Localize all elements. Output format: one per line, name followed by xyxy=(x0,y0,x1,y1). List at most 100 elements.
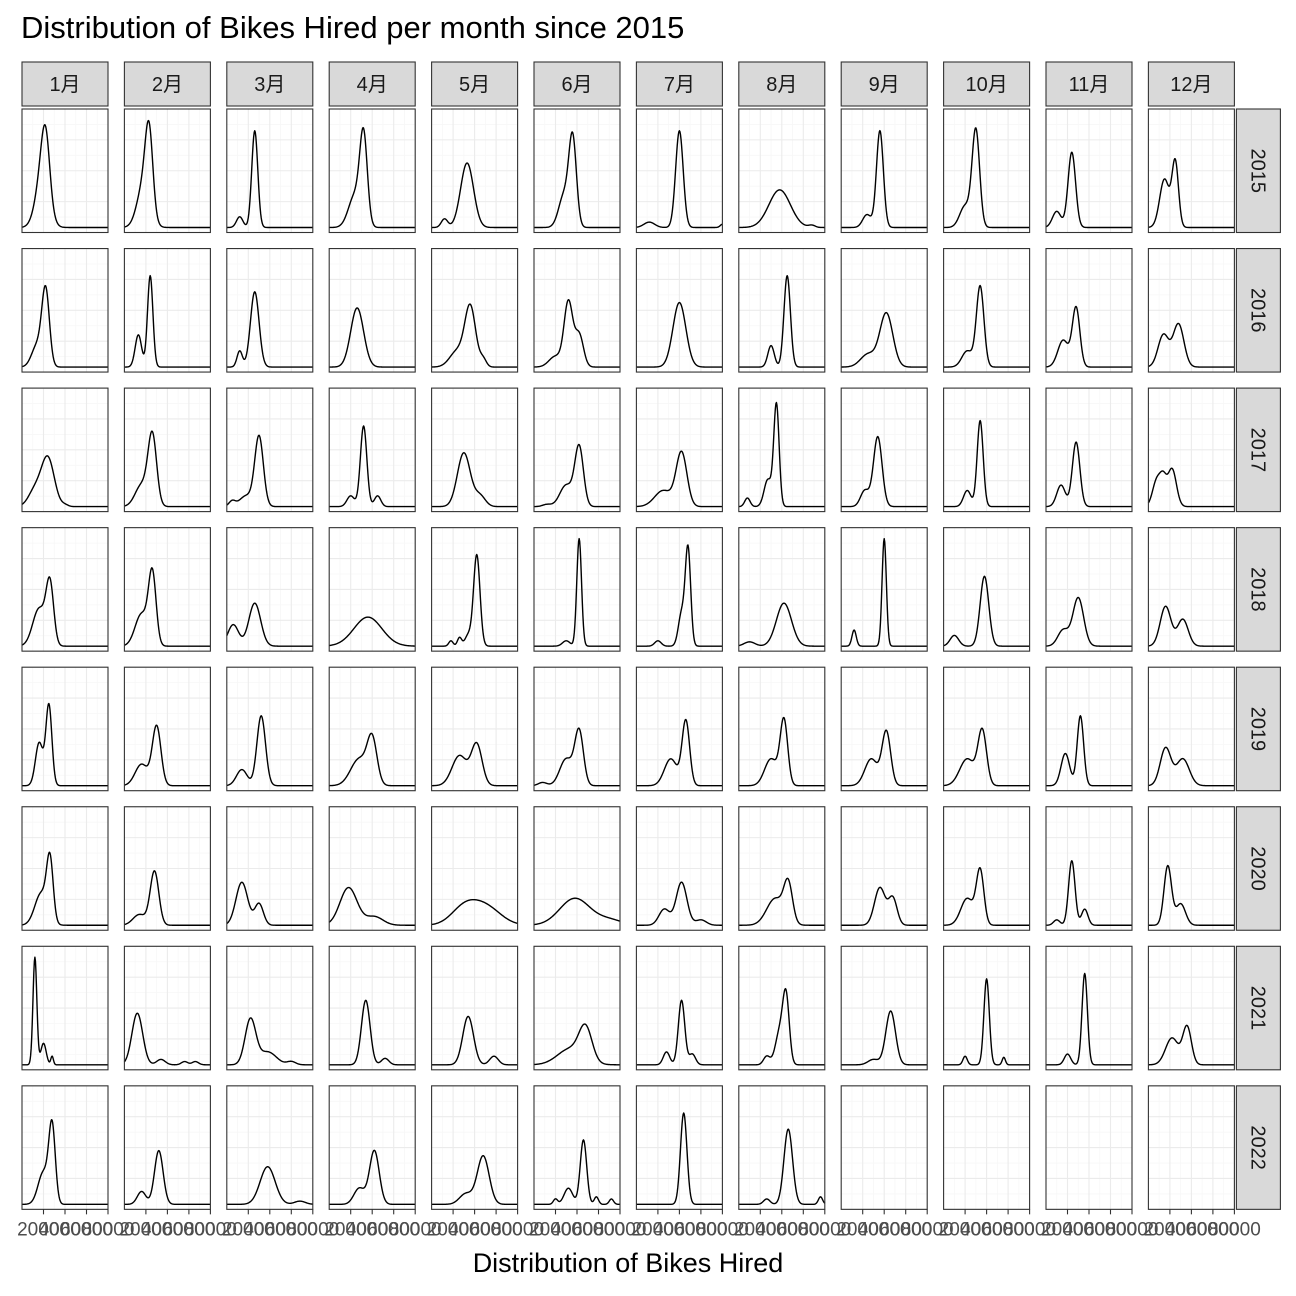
density-line xyxy=(431,1154,518,1206)
panel-border xyxy=(1147,387,1235,513)
panel-border xyxy=(1147,248,1235,373)
panel-border xyxy=(738,945,826,1071)
density-line xyxy=(329,126,416,229)
panel-border xyxy=(328,248,416,373)
density-line xyxy=(1148,322,1235,368)
panel-border xyxy=(533,108,621,234)
month-strip xyxy=(840,61,928,107)
density-line xyxy=(943,575,1030,647)
panel-border xyxy=(431,806,519,931)
density-line xyxy=(124,567,211,647)
density-line xyxy=(21,1118,109,1206)
density-line xyxy=(533,298,621,368)
year-strip xyxy=(1235,527,1281,652)
panel-border xyxy=(1045,945,1133,1071)
x-tick-label: 60000 xyxy=(674,1219,727,1240)
density-line xyxy=(533,131,621,229)
panel-border xyxy=(226,527,314,652)
panel-border xyxy=(738,806,826,931)
x-tick-label: 40000 xyxy=(346,1219,399,1240)
density-line xyxy=(329,1149,416,1206)
year-strip-label: 2021 xyxy=(1246,986,1268,1031)
density-line xyxy=(431,162,518,229)
panel-border xyxy=(738,666,826,792)
x-axis-title: Distribution of Bikes Hired xyxy=(472,1248,784,1278)
x-tick-label: 20000 xyxy=(939,1219,992,1240)
panel-border xyxy=(533,527,621,652)
density-line xyxy=(1045,972,1133,1066)
panel-border xyxy=(840,666,928,792)
density-line xyxy=(226,602,313,647)
panel-border xyxy=(943,806,1031,931)
panel-border xyxy=(943,527,1031,652)
x-tick-label: 80000 xyxy=(184,1219,237,1240)
density-line xyxy=(841,1010,928,1066)
month-strip-label: 11月 xyxy=(1069,74,1110,96)
density-line xyxy=(21,284,109,368)
density-line xyxy=(738,1128,826,1206)
density-line xyxy=(943,867,1030,926)
x-tick-label: 40000 xyxy=(653,1219,706,1240)
panel-border xyxy=(431,248,519,373)
panel-border xyxy=(431,666,519,792)
density-line xyxy=(738,716,825,787)
x-tick-label: 20000 xyxy=(119,1219,172,1240)
x-tick-label: 60000 xyxy=(1084,1219,1137,1240)
panel-border xyxy=(840,248,928,373)
month-strip xyxy=(123,61,211,107)
x-tick-label: 60000 xyxy=(982,1219,1035,1240)
chart-title: Distribution of Bikes Hired per month si… xyxy=(21,10,685,45)
density-line xyxy=(841,311,928,368)
panel-border xyxy=(533,945,621,1071)
density-line xyxy=(124,274,211,368)
panel-border xyxy=(1147,527,1235,652)
year-strip xyxy=(1235,1085,1281,1210)
panel-border xyxy=(123,666,211,792)
density-line xyxy=(1045,305,1133,368)
panel-border xyxy=(840,527,928,652)
x-tick-label: 60000 xyxy=(572,1219,625,1240)
density-line xyxy=(533,1139,621,1206)
panel-border xyxy=(123,945,211,1071)
month-strip xyxy=(431,61,519,107)
month-strip-label: 2月 xyxy=(152,74,183,96)
panel-border xyxy=(1045,387,1133,513)
x-tick-label: 40000 xyxy=(551,1219,604,1240)
density-line xyxy=(21,956,109,1066)
panel-border xyxy=(943,248,1031,373)
density-line xyxy=(431,741,518,787)
panel-border xyxy=(226,387,314,513)
panel-border xyxy=(226,806,314,931)
density-line xyxy=(636,718,723,787)
panel-border xyxy=(328,108,416,234)
density-line xyxy=(738,189,825,229)
year-strip-label: 2018 xyxy=(1246,567,1268,612)
x-tick-label: 40000 xyxy=(243,1219,296,1240)
x-tick-label: 20000 xyxy=(734,1219,787,1240)
density-line xyxy=(738,602,825,647)
density-line xyxy=(1045,151,1133,229)
density-line xyxy=(1148,605,1235,647)
density-line xyxy=(841,537,928,647)
panel-border xyxy=(738,108,826,234)
panel-border xyxy=(226,248,314,373)
month-strip xyxy=(328,61,416,107)
panel-border xyxy=(123,387,211,513)
density-line xyxy=(431,1015,518,1066)
panel-border xyxy=(738,387,826,513)
density-line xyxy=(226,1166,313,1206)
month-strip-label: 4月 xyxy=(357,74,388,96)
x-tick-label: 80000 xyxy=(594,1219,647,1240)
density-line xyxy=(431,452,518,508)
density-line xyxy=(226,881,313,926)
panel-border xyxy=(533,806,621,931)
month-strip xyxy=(738,61,826,107)
month-strip xyxy=(226,61,314,107)
panel-border xyxy=(1045,806,1133,931)
density-line xyxy=(124,724,211,787)
month-strip xyxy=(943,61,1031,107)
panel-border xyxy=(533,248,621,373)
panel-border xyxy=(21,666,109,792)
year-strip xyxy=(1235,945,1281,1071)
